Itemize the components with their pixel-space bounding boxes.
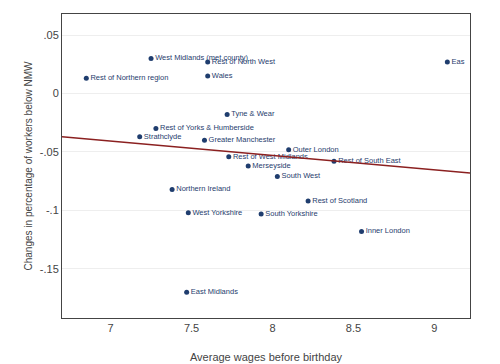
svg-text:.05: .05: [44, 29, 59, 41]
svg-text:8: 8: [269, 322, 275, 334]
svg-text:West Midlands (met.county): West Midlands (met.county): [155, 53, 248, 62]
svg-text:South Yorkshire: South Yorkshire: [265, 209, 318, 218]
svg-text:Rest of North West: Rest of North West: [212, 57, 276, 66]
svg-text:Greater Manchester: Greater Manchester: [209, 135, 276, 144]
svg-text:-.05: -.05: [40, 146, 59, 158]
svg-text:Rest of Northern region: Rest of Northern region: [90, 73, 168, 82]
svg-text:Outer London: Outer London: [293, 145, 339, 154]
svg-text:Average wages before birthday: Average wages before birthday: [190, 351, 343, 363]
svg-text:7: 7: [108, 322, 114, 334]
svg-text:Strathclyde: Strathclyde: [144, 132, 182, 141]
svg-text:Inner London: Inner London: [366, 226, 410, 235]
svg-text:Northern Ireland: Northern Ireland: [176, 184, 230, 193]
svg-text:Tyne & Wear: Tyne & Wear: [231, 109, 275, 118]
svg-text:Rest of Scotland: Rest of Scotland: [312, 196, 367, 205]
svg-text:Rest of Yorks & Humberside: Rest of Yorks & Humberside: [160, 123, 254, 132]
svg-text:0: 0: [53, 87, 59, 99]
svg-text:Rest of West Midlands: Rest of West Midlands: [233, 152, 308, 161]
svg-text:South West: South West: [281, 171, 321, 180]
svg-text:9: 9: [431, 322, 437, 334]
svg-text:Rest of South East: Rest of South East: [338, 156, 401, 165]
svg-text:7.5: 7.5: [184, 322, 199, 334]
svg-text:Eas: Eas: [451, 57, 464, 66]
svg-text:-.15: -.15: [40, 263, 59, 275]
svg-text:-.1: -.1: [46, 204, 59, 216]
svg-text:Merseyside: Merseyside: [252, 161, 290, 170]
svg-text:Wales: Wales: [212, 71, 233, 80]
svg-text:Changes in percentage of worke: Changes in percentage of workers below N…: [23, 61, 34, 271]
svg-text:East Midlands: East Midlands: [191, 287, 238, 296]
svg-text:West Yorkshire: West Yorkshire: [192, 208, 242, 217]
svg-text:8.5: 8.5: [346, 322, 361, 334]
